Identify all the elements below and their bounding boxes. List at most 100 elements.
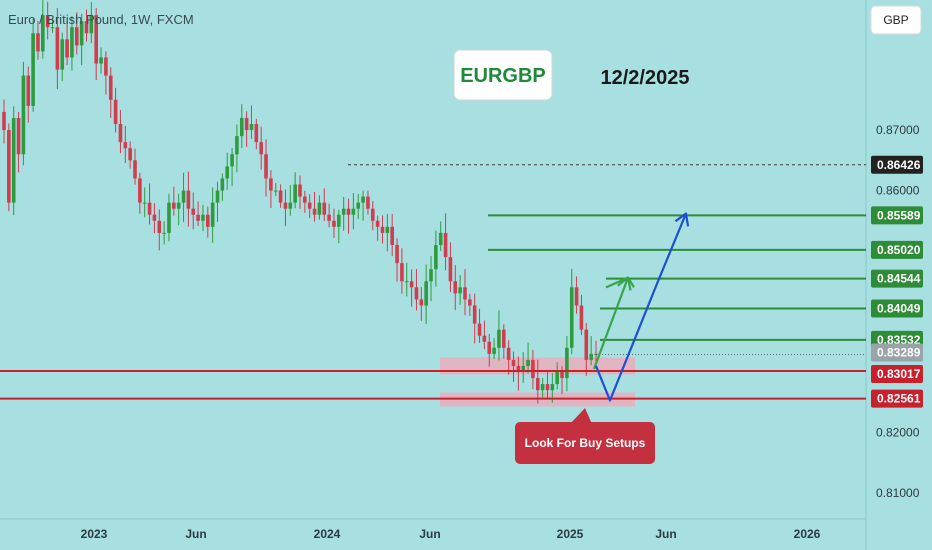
candle-body[interactable] <box>371 209 375 221</box>
candle-body[interactable] <box>75 27 79 45</box>
candle-body[interactable] <box>240 118 244 136</box>
candle-body[interactable] <box>56 27 60 69</box>
candle-body[interactable] <box>352 209 356 215</box>
candle-body[interactable] <box>288 203 292 209</box>
candle-body[interactable] <box>128 148 132 160</box>
candle-body[interactable] <box>293 184 297 202</box>
candle-body[interactable] <box>2 112 6 130</box>
candle-body[interactable] <box>347 209 351 215</box>
candle-body[interactable] <box>284 203 288 209</box>
candle-body[interactable] <box>225 166 229 178</box>
candle-body[interactable] <box>206 215 210 227</box>
candle-body[interactable] <box>313 209 317 215</box>
candle-body[interactable] <box>104 57 108 75</box>
candle-body[interactable] <box>589 354 593 360</box>
candle-body[interactable] <box>182 191 186 203</box>
candle-body[interactable] <box>555 372 559 384</box>
candle-body[interactable] <box>298 184 302 196</box>
candle-body[interactable] <box>570 287 574 347</box>
candle-body[interactable] <box>308 203 312 209</box>
candle-body[interactable] <box>303 197 307 203</box>
candle-body[interactable] <box>429 269 433 281</box>
currency-button[interactable]: GBP <box>871 6 921 34</box>
candle-body[interactable] <box>487 342 491 354</box>
candle-body[interactable] <box>70 27 74 57</box>
candle-body[interactable] <box>157 221 161 233</box>
candle-body[interactable] <box>565 348 569 378</box>
candle-body[interactable] <box>541 384 545 390</box>
candle-body[interactable] <box>60 39 64 69</box>
candle-body[interactable] <box>148 203 152 215</box>
candle-body[interactable] <box>424 281 428 305</box>
candle-body[interactable] <box>12 118 16 203</box>
candle-body[interactable] <box>133 160 137 178</box>
candle-body[interactable] <box>468 299 472 305</box>
candle-body[interactable] <box>177 203 181 209</box>
candle-body[interactable] <box>497 330 501 348</box>
candle-body[interactable] <box>167 203 171 233</box>
time-tick-label[interactable]: 2025 <box>557 527 584 541</box>
candle-body[interactable] <box>153 215 157 221</box>
candle-body[interactable] <box>269 178 273 190</box>
candle-body[interactable] <box>99 57 103 63</box>
candle-body[interactable] <box>356 203 360 209</box>
candle-body[interactable] <box>318 203 322 215</box>
candle-body[interactable] <box>492 348 496 354</box>
candle-body[interactable] <box>560 372 564 378</box>
candle-body[interactable] <box>502 330 506 348</box>
candle-body[interactable] <box>342 209 346 215</box>
time-tick-label[interactable]: Jun <box>655 527 676 541</box>
candle-body[interactable] <box>114 100 118 124</box>
candle-body[interactable] <box>473 305 477 323</box>
time-tick-label[interactable]: 2024 <box>314 527 341 541</box>
candle-body[interactable] <box>274 191 278 192</box>
price-tick-label[interactable]: 0.87000 <box>876 123 920 137</box>
candle-body[interactable] <box>279 191 283 203</box>
candle-body[interactable] <box>444 233 448 257</box>
candle-body[interactable] <box>259 142 263 154</box>
candle-body[interactable] <box>400 263 404 281</box>
candle-body[interactable] <box>512 360 516 366</box>
candle-body[interactable] <box>366 197 370 209</box>
candle-body[interactable] <box>245 118 249 130</box>
candle-body[interactable] <box>390 227 394 245</box>
candle-body[interactable] <box>124 142 128 148</box>
candle-body[interactable] <box>109 76 113 100</box>
price-tick-label[interactable]: 0.86000 <box>876 184 920 198</box>
time-tick-label[interactable]: Jun <box>185 527 206 541</box>
candle-body[interactable] <box>201 215 205 221</box>
candle-body[interactable] <box>221 178 225 190</box>
candle-body[interactable] <box>337 215 341 227</box>
candle-body[interactable] <box>172 203 176 209</box>
candle-body[interactable] <box>405 281 409 282</box>
price-tick-label[interactable]: 0.82000 <box>876 426 920 440</box>
candle-body[interactable] <box>420 299 424 305</box>
candle-body[interactable] <box>327 215 331 221</box>
price-tick-label[interactable]: 0.81000 <box>876 486 920 500</box>
candle-body[interactable] <box>410 281 414 287</box>
candle-body[interactable] <box>322 203 326 215</box>
candle-body[interactable] <box>507 348 511 360</box>
candle-body[interactable] <box>551 384 555 390</box>
candle-body[interactable] <box>386 227 390 233</box>
candle-body[interactable] <box>143 203 147 204</box>
candle-body[interactable] <box>434 245 438 269</box>
candle-body[interactable] <box>395 245 399 263</box>
time-tick-label[interactable]: Jun <box>419 527 440 541</box>
candle-body[interactable] <box>191 209 195 215</box>
candle-body[interactable] <box>65 39 69 57</box>
candle-body[interactable] <box>376 221 380 227</box>
candle-body[interactable] <box>546 384 550 390</box>
candle-body[interactable] <box>138 178 142 202</box>
candle-body[interactable] <box>453 281 457 293</box>
candle-body[interactable] <box>361 197 365 203</box>
time-tick-label[interactable]: 2026 <box>794 527 821 541</box>
time-tick-label[interactable]: 2023 <box>81 527 108 541</box>
candle-body[interactable] <box>162 233 166 234</box>
candle-body[interactable] <box>415 287 419 299</box>
candle-body[interactable] <box>536 378 540 390</box>
candle-body[interactable] <box>235 136 239 154</box>
candle-body[interactable] <box>36 33 40 51</box>
candle-body[interactable] <box>264 154 268 178</box>
